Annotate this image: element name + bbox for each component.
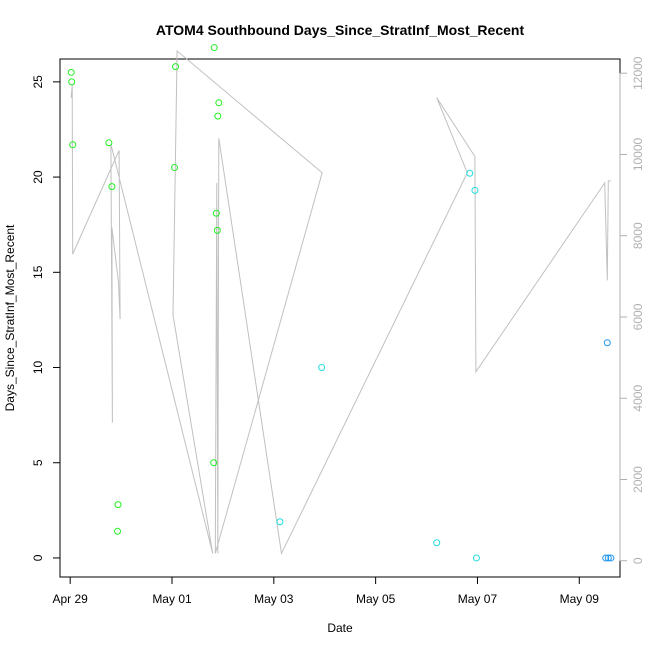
data-point: [433, 539, 441, 547]
data-point: [114, 527, 122, 535]
y-tick-label: 10: [31, 361, 45, 375]
x-tick-label: May 09: [560, 592, 600, 606]
data-point: [67, 68, 75, 76]
data-point: [603, 339, 611, 347]
data-point: [472, 554, 480, 562]
y-tick-label: 0: [31, 554, 45, 561]
x-axis-label: Date: [327, 621, 353, 635]
data-point: [602, 554, 610, 562]
right-tick-label: 6000: [631, 303, 645, 330]
right-tick-label: 4000: [631, 385, 645, 412]
data-point: [172, 63, 180, 71]
data-point: [210, 44, 218, 52]
data-point: [215, 99, 223, 107]
point-layer: [67, 44, 615, 562]
x-tick-label: May 03: [254, 592, 294, 606]
x-tick-label: May 07: [458, 592, 498, 606]
data-point: [214, 112, 222, 120]
data-point: [108, 183, 116, 191]
data-point: [105, 139, 113, 147]
right-tick-label: 10000: [631, 137, 645, 171]
right-tick-label: 12000: [631, 56, 645, 90]
x-tick-label: May 01: [152, 592, 192, 606]
axis-layer: Apr 29 May 01 May 03 May 05 May 07 May 09 0 5 10…: [31, 56, 645, 606]
chart-title: ATOM4 Southbound Days_Since_StratInf_Mos…: [156, 22, 525, 38]
line-layer: [70, 49, 611, 556]
data-point: [69, 141, 77, 149]
right-tick-label: 8000: [631, 222, 645, 249]
data-point: [607, 554, 615, 562]
y-axis-label: Days_Since_StratInf_Most_Recent: [3, 224, 17, 411]
right-tick-label: 0: [631, 557, 645, 564]
data-point: [68, 78, 76, 86]
data-point: [276, 518, 284, 526]
y-tick-label: 20: [31, 170, 45, 184]
y-tick-label: 25: [31, 75, 45, 89]
data-point: [466, 169, 474, 177]
data-point: [213, 226, 221, 234]
x-tick-label: May 05: [356, 592, 396, 606]
series-line: [70, 49, 611, 556]
data-point: [114, 501, 122, 509]
right-tick-label: 2000: [631, 466, 645, 493]
data-point: [210, 459, 218, 467]
y-tick-label: 5: [31, 459, 45, 466]
y-tick-label: 15: [31, 265, 45, 279]
x-tick-label: Apr 29: [53, 592, 89, 606]
data-point: [318, 364, 326, 372]
data-point: [212, 209, 220, 217]
data-point: [471, 186, 479, 194]
data-point: [604, 554, 612, 562]
data-point: [171, 164, 179, 172]
